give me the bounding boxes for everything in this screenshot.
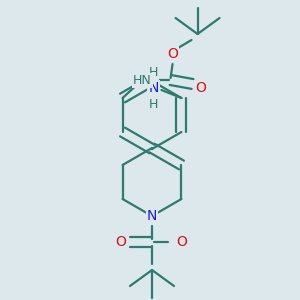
Text: O: O xyxy=(116,235,126,249)
Text: N: N xyxy=(147,209,157,223)
Text: H: H xyxy=(149,98,158,110)
Text: H: H xyxy=(149,65,158,79)
Text: N: N xyxy=(148,81,159,95)
Text: O: O xyxy=(177,235,188,249)
Text: O: O xyxy=(167,47,178,61)
Text: HN: HN xyxy=(133,74,152,86)
Text: O: O xyxy=(195,81,206,95)
